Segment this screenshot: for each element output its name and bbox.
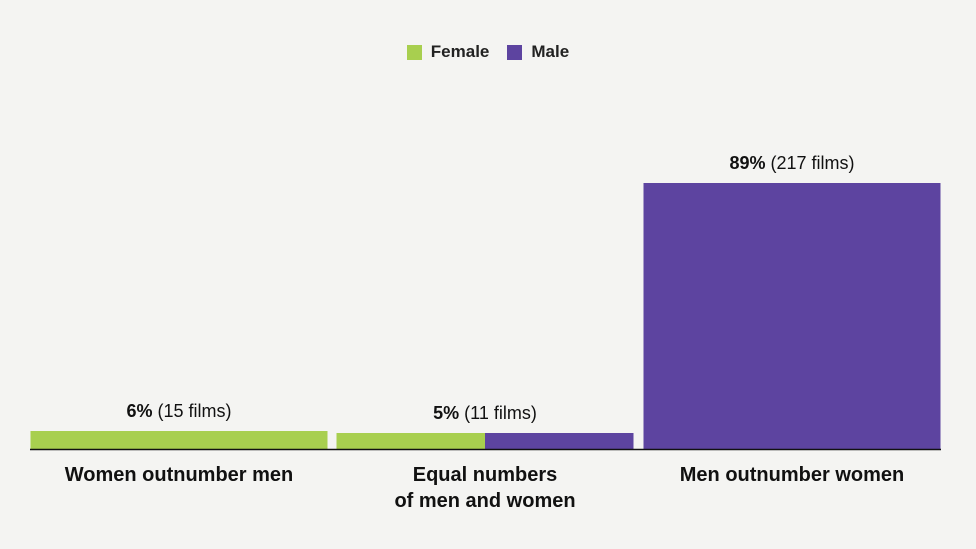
category-label-2: Men outnumber women: [632, 462, 952, 488]
data-label-films: (217 films): [765, 153, 855, 173]
category-label-line: Men outnumber women: [679, 464, 905, 486]
legend: Female Male: [0, 42, 976, 62]
legend-item-male: Male: [507, 42, 569, 62]
bar-female-equal: [336, 433, 485, 449]
category-label-1: Equal numbers of men and women: [325, 462, 645, 514]
data-label-films: (15 films): [152, 401, 232, 421]
data-label-1: 5% (11 films): [335, 403, 635, 424]
legend-item-female: Female: [406, 42, 490, 62]
category-label-line: Women outnumber men: [64, 464, 294, 486]
legend-swatch-female: [406, 44, 422, 60]
bar-female-0: [30, 431, 328, 449]
category-label-0: Women outnumber men: [19, 462, 339, 488]
category-label-line: of men and women: [394, 490, 576, 512]
data-label-2: 89% (217 films): [642, 153, 942, 174]
category-label-line: Equal numbers: [412, 464, 558, 486]
legend-label-male: Male: [531, 42, 570, 61]
bar-male-2: [643, 183, 941, 449]
legend-swatch-male: [507, 44, 523, 60]
data-label-percent: 6%: [126, 401, 153, 421]
legend-label-female: Female: [430, 42, 490, 61]
data-label-films: (11 films): [459, 403, 537, 423]
data-label-percent: 89%: [729, 153, 766, 173]
data-label-percent: 5%: [433, 403, 460, 423]
data-label-0: 6% (15 films): [29, 401, 329, 422]
bar-male-equal: [485, 433, 634, 449]
